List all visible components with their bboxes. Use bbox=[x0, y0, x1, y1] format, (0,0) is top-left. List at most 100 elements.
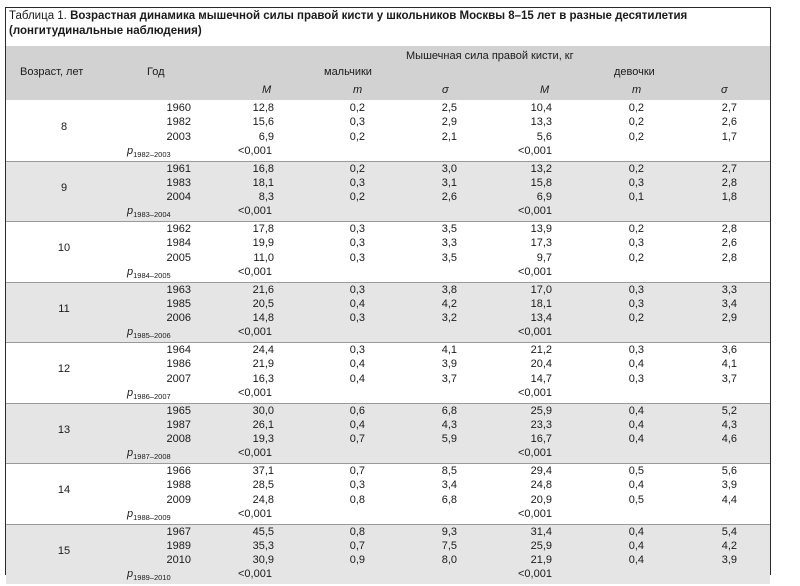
p-subscript: 1982–2003 bbox=[133, 149, 171, 159]
boys-mean-cell: 24,8 bbox=[252, 493, 274, 506]
year-cell: 1965 bbox=[166, 404, 191, 417]
boys-error-cell: 0,2 bbox=[349, 191, 365, 204]
p-symbol: p bbox=[127, 144, 134, 157]
year-cell: 2010 bbox=[166, 554, 191, 567]
year-cell: 1982 bbox=[166, 116, 191, 129]
boys-mean-cell: 30,9 bbox=[252, 554, 274, 567]
p-subscript: 1984–2005 bbox=[133, 270, 171, 280]
year-cell: 2009 bbox=[166, 493, 191, 506]
caption-prefix: Таблица 1. bbox=[9, 10, 71, 22]
p-label: p1982–2003 bbox=[127, 145, 171, 161]
girls-error-cell: 0,3 bbox=[628, 237, 644, 250]
girls-mean-cell: 14,7 bbox=[530, 372, 552, 385]
girls-sigma-cell: 2,8 bbox=[721, 176, 737, 189]
age-group: 12 1964 24,4 0,3 4,1 21,2 0,3 3,6 1986 21,9 0,4 3,9… bbox=[6, 342, 770, 403]
year-cell: 2006 bbox=[166, 312, 191, 325]
age-cell: 8 bbox=[60, 121, 68, 134]
age-group: 15 1967 45,5 0,8 9,3 31,4 0,4 5,4 1989 35,3 0,7 7,5… bbox=[6, 523, 770, 584]
girls-sigma-cell: 4,3 bbox=[721, 418, 737, 431]
boys-mean-cell: 6,9 bbox=[258, 130, 274, 143]
girls-sigma-cell: 3,9 bbox=[721, 479, 737, 492]
boys-sigma-cell: 6,8 bbox=[441, 493, 457, 506]
header-girls: девочки bbox=[614, 66, 655, 78]
p-label: p1984–2005 bbox=[127, 266, 171, 282]
boys-mean-cell: 14,8 bbox=[252, 312, 274, 325]
p-symbol: p bbox=[127, 507, 134, 520]
p-symbol: p bbox=[127, 326, 134, 339]
boys-mean-cell: 8,3 bbox=[258, 191, 274, 204]
girls-sigma-cell: 2,8 bbox=[721, 251, 737, 264]
boys-sigma-cell: 3,8 bbox=[441, 283, 457, 296]
girls-mean-cell: 5,6 bbox=[536, 130, 552, 143]
age-group: 11 1963 21,6 0,3 3,8 17,0 0,3 3,3 1985 20,5 0,4 4,2… bbox=[6, 281, 770, 342]
age-group: 9 1961 16,8 0,2 3,0 13,2 0,2 2,7 1983 18,1 0,3 3,1 1… bbox=[6, 160, 770, 221]
boys-mean-cell: 26,1 bbox=[252, 418, 274, 431]
girls-mean-cell: 9,7 bbox=[536, 251, 552, 264]
group-separator bbox=[6, 523, 770, 525]
boys-sigma-cell: 3,0 bbox=[441, 162, 457, 175]
girls-sigma-cell: 3,3 bbox=[721, 283, 737, 296]
girls-mean-cell: 16,7 bbox=[530, 433, 552, 446]
age-group: 10 1962 17,8 0,3 3,5 13,9 0,2 2,8 1984 19,9 0,3 3,3… bbox=[6, 221, 770, 282]
boys-error-cell: 0,8 bbox=[349, 493, 365, 506]
boys-mean-cell: 21,9 bbox=[252, 358, 274, 371]
boys-sigma-cell: 5,9 bbox=[441, 433, 457, 446]
p-value-boys: <0,001 bbox=[238, 507, 272, 520]
boys-sigma-cell: 2,5 bbox=[441, 102, 457, 114]
girls-sigma-cell: 2,7 bbox=[721, 102, 737, 114]
p-subscript: 1986–2007 bbox=[133, 391, 171, 401]
girls-sigma-cell: 2,6 bbox=[721, 237, 737, 250]
boys-error-cell: 0,2 bbox=[349, 102, 365, 114]
girls-mean-cell: 25,9 bbox=[530, 404, 552, 417]
boys-mean-cell: 18,1 bbox=[252, 176, 274, 189]
year-cell: 2008 bbox=[166, 433, 191, 446]
group-separator bbox=[6, 221, 770, 222]
header-girls-mean: M bbox=[540, 84, 550, 96]
year-cell: 1961 bbox=[166, 162, 191, 175]
boys-mean-cell: 15,6 bbox=[252, 116, 274, 129]
p-value-boys: <0,001 bbox=[238, 144, 272, 157]
header-boys-mean: M bbox=[262, 84, 272, 96]
group-separator bbox=[6, 463, 770, 464]
boys-mean-cell: 17,8 bbox=[252, 223, 274, 235]
boys-sigma-cell: 7,5 bbox=[441, 539, 457, 552]
age-cell: 13 bbox=[57, 423, 71, 436]
p-label: p1987–2008 bbox=[127, 447, 171, 463]
girls-error-cell: 0,5 bbox=[628, 465, 644, 477]
boys-sigma-cell: 3,5 bbox=[441, 223, 457, 235]
p-symbol: p bbox=[127, 386, 134, 399]
p-subscript: 1989–2010 bbox=[133, 573, 171, 583]
girls-sigma-cell: 2,7 bbox=[721, 162, 737, 175]
header-strength-span: Мышечная сила правой кисти, кг bbox=[406, 50, 574, 62]
age-cell: 11 bbox=[58, 302, 70, 315]
boys-error-cell: 0,3 bbox=[349, 344, 365, 356]
boys-sigma-cell: 3,7 bbox=[441, 372, 457, 385]
boys-error-cell: 0,2 bbox=[349, 162, 365, 175]
boys-sigma-cell: 6,8 bbox=[441, 404, 457, 417]
girls-mean-cell: 10,4 bbox=[530, 102, 552, 114]
p-symbol: p bbox=[127, 205, 134, 218]
girls-sigma-cell: 4,6 bbox=[721, 433, 737, 446]
boys-mean-cell: 45,5 bbox=[252, 525, 274, 538]
girls-sigma-cell: 5,6 bbox=[721, 465, 737, 477]
p-subscript: 1988–2009 bbox=[133, 512, 171, 522]
header-age: Возраст, лет bbox=[20, 66, 84, 78]
boys-error-cell: 0,4 bbox=[349, 297, 365, 310]
girls-mean-cell: 6,9 bbox=[536, 191, 552, 204]
boys-mean-cell: 24,4 bbox=[252, 344, 274, 356]
girls-mean-cell: 17,0 bbox=[530, 283, 552, 296]
group-separator bbox=[6, 281, 770, 283]
year-cell: 1962 bbox=[166, 223, 191, 235]
girls-sigma-cell: 4,1 bbox=[721, 358, 737, 371]
girls-mean-cell: 17,3 bbox=[530, 237, 552, 250]
girls-sigma-cell: 5,4 bbox=[721, 525, 737, 538]
boys-sigma-cell: 8,0 bbox=[441, 554, 457, 567]
age-cell: 9 bbox=[60, 181, 68, 194]
boys-sigma-cell: 2,6 bbox=[441, 191, 457, 204]
year-cell: 1984 bbox=[166, 237, 191, 250]
girls-error-cell: 0,2 bbox=[628, 251, 644, 264]
table-header: Возраст, лет Год Мышечная сила правой ки… bbox=[6, 46, 770, 100]
boys-sigma-cell: 4,1 bbox=[441, 344, 457, 356]
year-cell: 1989 bbox=[166, 539, 191, 552]
age-group: 13 1965 30,0 0,6 6,8 25,9 0,4 5,2 1987 26,1 0,4 4,3… bbox=[6, 402, 770, 463]
